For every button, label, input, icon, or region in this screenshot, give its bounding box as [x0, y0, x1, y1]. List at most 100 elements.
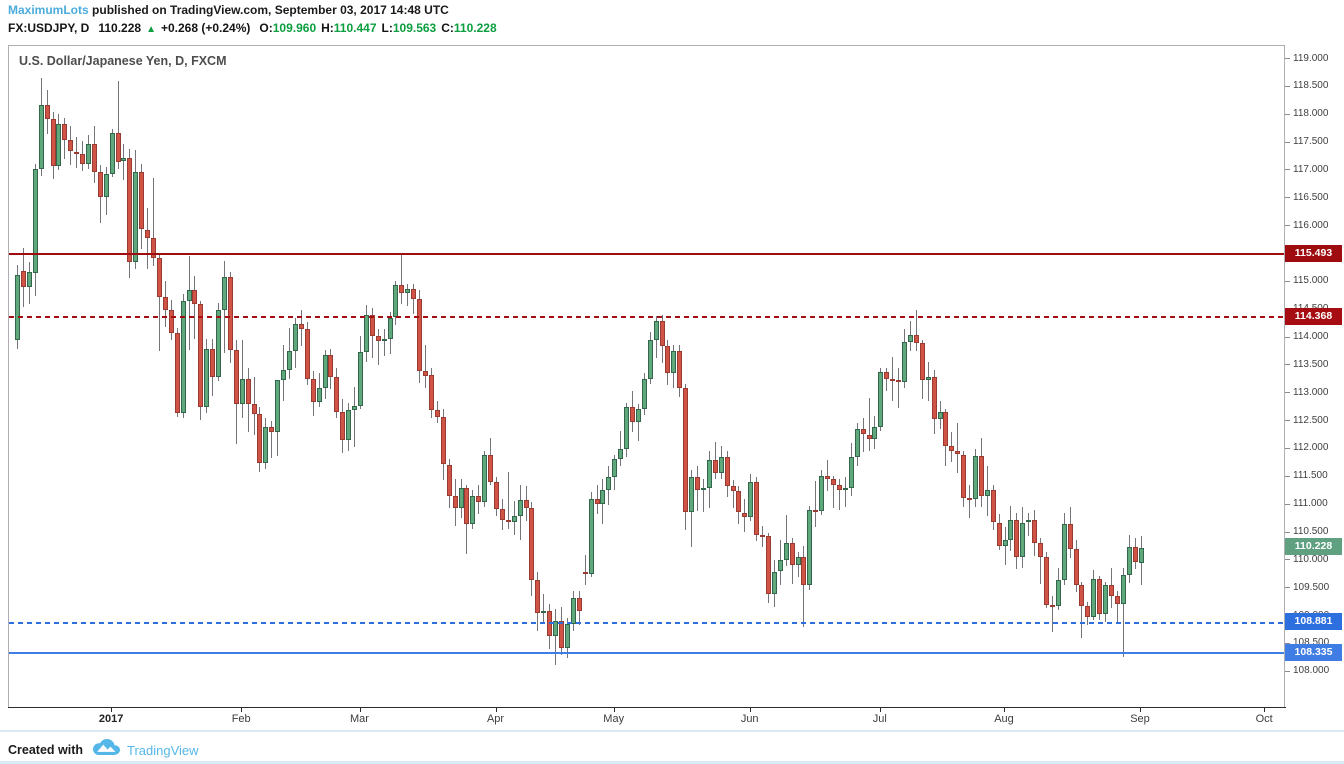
x-tick-label: Feb — [231, 713, 251, 725]
candle-down — [257, 414, 263, 464]
y-tick-mark — [1285, 587, 1290, 589]
candle-down — [659, 320, 665, 347]
candle-up — [771, 571, 777, 594]
candle-up — [612, 459, 618, 477]
candle-up — [570, 598, 576, 624]
x-tick-mark — [359, 708, 361, 712]
candle-down — [499, 509, 505, 521]
y-tick-label: 119.000 — [1293, 52, 1329, 64]
y-tick-mark — [1285, 58, 1290, 59]
candle-down — [523, 500, 529, 508]
author-link[interactable]: MaximumLots — [8, 3, 89, 17]
candle-down — [68, 139, 74, 152]
level-price-label: 114.368 — [1285, 307, 1342, 325]
candle-down — [896, 379, 902, 383]
candle-down — [452, 495, 458, 508]
price-level-line[interactable] — [9, 316, 1284, 318]
candle-down — [695, 476, 700, 491]
x-tick-mark — [879, 708, 881, 712]
candle-down — [156, 258, 162, 298]
x-tick-mark — [1140, 708, 1141, 712]
y-tick-mark — [1285, 169, 1290, 171]
x-tick-label: Jul — [872, 713, 887, 725]
tradingview-brand-link[interactable]: TradingView — [127, 742, 199, 758]
candle-down — [245, 378, 251, 405]
time-axis[interactable]: 2017 Feb Mar Apr May Jun Jul Aug Sep Oct — [8, 707, 1286, 730]
candle-wick — [886, 367, 888, 391]
candle-up — [204, 348, 210, 407]
candle-down — [730, 485, 736, 492]
candle-down — [961, 454, 967, 498]
price-axis[interactable]: 119.000 118.500 118.000 117.500 117.000 116.5… — [1285, 45, 1344, 731]
candle-down — [1014, 520, 1020, 558]
candle-down — [20, 270, 26, 288]
candle-up — [103, 173, 109, 198]
candle-down — [665, 346, 671, 374]
candle-wick — [637, 404, 639, 442]
candle-wick — [123, 143, 125, 181]
y-tick-label: 112.000 — [1293, 442, 1329, 454]
candle-wick — [158, 252, 160, 352]
candle-wick — [844, 476, 846, 507]
candle-down — [801, 557, 807, 585]
candle-down — [1097, 579, 1103, 614]
candle-up — [872, 426, 878, 439]
candle-up — [647, 339, 653, 379]
candle-down — [683, 387, 689, 513]
candle-wick — [188, 256, 190, 350]
candle-down — [505, 520, 511, 523]
candle-down — [996, 522, 1002, 546]
candle-up — [511, 515, 517, 523]
candle-up — [1008, 520, 1014, 541]
candle-down — [174, 333, 180, 414]
candle-down — [913, 335, 919, 344]
candle-up — [541, 610, 547, 613]
candle-down — [1038, 542, 1043, 557]
candle-down — [139, 171, 145, 230]
candle-down — [192, 289, 198, 305]
chart-plot-area[interactable]: U.S. Dollar/Japanese Yen, D, FXCM — [8, 45, 1285, 707]
y-tick-label: 114.000 — [1293, 331, 1329, 342]
candle-up — [180, 300, 186, 414]
candle-up — [878, 372, 884, 427]
candle-down — [1079, 584, 1085, 607]
candle-up — [275, 379, 281, 433]
price-level-line[interactable] — [9, 621, 1284, 624]
candle-down — [955, 451, 961, 455]
candle-wick — [147, 207, 149, 270]
publish-header: MaximumLots published on TradingView.com… — [0, 0, 1344, 41]
candle-up — [470, 495, 476, 524]
candle-down — [931, 376, 937, 419]
candle-wick — [401, 254, 403, 305]
candle-up — [553, 620, 559, 637]
candle-down — [50, 119, 56, 166]
candle-up — [1091, 579, 1097, 618]
candle-down — [369, 315, 375, 337]
candle-up — [848, 456, 854, 488]
y-tick-mark — [1285, 85, 1290, 87]
candle-down — [813, 510, 819, 513]
candle-wick — [815, 481, 817, 527]
price-level-line[interactable] — [9, 652, 1284, 655]
candle-wick — [271, 421, 273, 458]
y-tick-mark — [1285, 420, 1290, 422]
candle-wick — [1028, 512, 1030, 536]
y-tick-mark — [1285, 670, 1290, 672]
candle-up — [292, 324, 298, 351]
candle-wick — [957, 423, 959, 474]
candle-wick — [868, 397, 870, 452]
x-tick-mark — [241, 708, 243, 712]
candle-wick — [1116, 590, 1118, 622]
y-tick-label: 109.500 — [1293, 581, 1330, 593]
price-level-line[interactable] — [9, 253, 1284, 256]
candle-up — [56, 123, 62, 166]
y-tick-mark — [1285, 336, 1290, 338]
candle-down — [340, 412, 346, 441]
candle-wick — [838, 479, 840, 511]
candle-wick — [702, 479, 704, 513]
candle-up — [1138, 547, 1144, 563]
candle-up — [32, 168, 38, 274]
candle-wick — [153, 178, 154, 267]
candle-down — [529, 508, 535, 581]
candle-up — [363, 315, 369, 352]
